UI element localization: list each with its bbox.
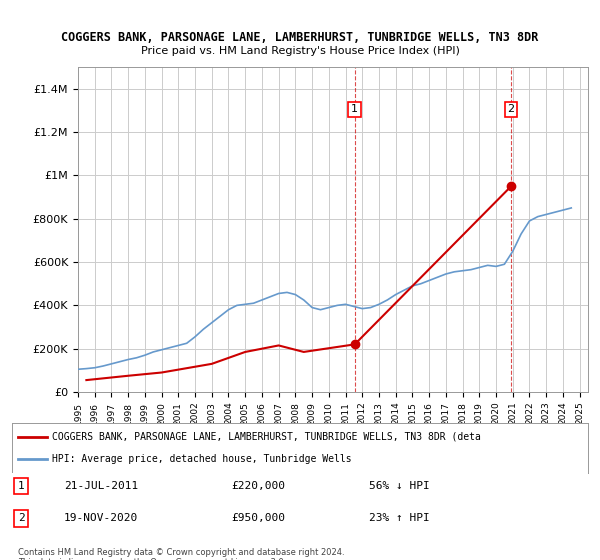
Text: 2: 2 (18, 514, 25, 523)
Text: 23% ↑ HPI: 23% ↑ HPI (369, 514, 430, 523)
Text: Contains HM Land Registry data © Crown copyright and database right 2024.
This d: Contains HM Land Registry data © Crown c… (18, 548, 344, 560)
Text: £220,000: £220,000 (231, 481, 285, 491)
Text: 1: 1 (351, 104, 358, 114)
Text: 19-NOV-2020: 19-NOV-2020 (64, 514, 138, 523)
Text: Price paid vs. HM Land Registry's House Price Index (HPI): Price paid vs. HM Land Registry's House … (140, 46, 460, 56)
Text: COGGERS BANK, PARSONAGE LANE, LAMBERHURST, TUNBRIDGE WELLS, TN3 8DR (deta: COGGERS BANK, PARSONAGE LANE, LAMBERHURS… (52, 432, 481, 442)
Text: 21-JUL-2011: 21-JUL-2011 (64, 481, 138, 491)
Text: 2: 2 (508, 104, 515, 114)
Text: £950,000: £950,000 (231, 514, 285, 523)
Text: 56% ↓ HPI: 56% ↓ HPI (369, 481, 430, 491)
Text: 1: 1 (18, 481, 25, 491)
Text: HPI: Average price, detached house, Tunbridge Wells: HPI: Average price, detached house, Tunb… (52, 454, 352, 464)
Text: COGGERS BANK, PARSONAGE LANE, LAMBERHURST, TUNBRIDGE WELLS, TN3 8DR: COGGERS BANK, PARSONAGE LANE, LAMBERHURS… (61, 31, 539, 44)
